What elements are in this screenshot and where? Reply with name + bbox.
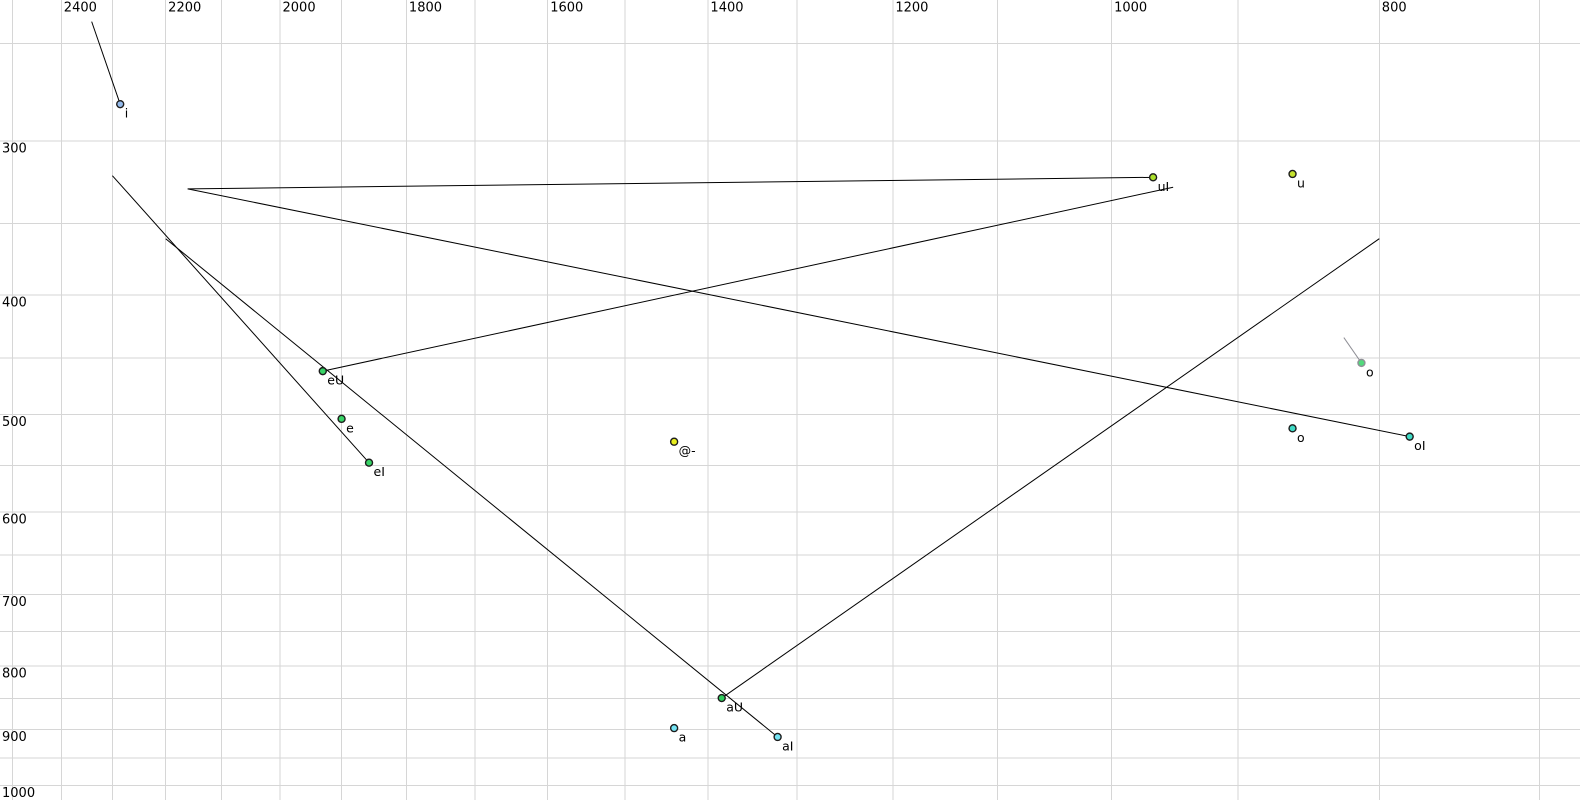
vowel-point-aU[interactable] xyxy=(717,693,726,703)
vowel-point-label-o: o xyxy=(1366,364,1374,379)
vowel-point-label-@-: @- xyxy=(679,443,696,458)
vowel-point-o[interactable] xyxy=(1357,358,1366,368)
y-axis-tick-label: 800 xyxy=(2,667,27,682)
x-axis-tick-label: 2400 xyxy=(64,1,97,16)
x-axis-tick-label: 800 xyxy=(1382,1,1407,16)
y-axis-tick-label: 700 xyxy=(2,595,27,610)
x-axis-tick-label: 1600 xyxy=(550,1,583,16)
y-axis-tick-labels: 300 400 500 600 700 800 900 1000 xyxy=(2,142,35,800)
vowel-point-label-i: i xyxy=(125,106,128,121)
y-axis-tick-label: 1000 xyxy=(2,786,35,800)
vowel-point-uI[interactable] xyxy=(1148,173,1158,182)
vowel-point-labels: i uI u eU e eI @- o o oI aU a aI xyxy=(125,106,1426,754)
vowel-point-label-e: e xyxy=(346,420,354,435)
trajectory-line-eU xyxy=(322,186,1174,372)
x-axis-tick-label: 2200 xyxy=(168,1,201,16)
x-axis-tick-label: 1000 xyxy=(1114,1,1147,16)
vowel-point-label-o: o xyxy=(1297,430,1305,445)
y-axis-tick-label: 400 xyxy=(2,296,27,311)
vowel-point-aI[interactable] xyxy=(773,732,782,742)
trajectory-line-eI xyxy=(111,175,370,464)
x-axis-tick-label: 1400 xyxy=(710,1,743,16)
x-axis-tick-label: 2000 xyxy=(283,1,316,16)
vowel-point-u[interactable] xyxy=(1288,169,1297,179)
trajectory-line-o xyxy=(1343,337,1362,364)
vowel-point-@-[interactable] xyxy=(669,437,679,446)
vowel-point-label-uI: uI xyxy=(1158,179,1170,194)
vowel-point-label-oI: oI xyxy=(1414,438,1425,453)
vowel-point-label-eI: eI xyxy=(374,464,385,479)
vowel-point-eU[interactable] xyxy=(318,366,327,376)
vowel-point-a[interactable] xyxy=(669,723,679,733)
y-axis-tick-label: 500 xyxy=(2,415,27,430)
vowel-point-label-a: a xyxy=(679,730,687,745)
y-axis-tick-label: 600 xyxy=(2,513,27,528)
vowel-point-oI[interactable] xyxy=(1405,432,1414,441)
trajectory-line-uI xyxy=(187,176,1154,190)
x-axis-tick-labels: 2400 2200 2000 1800 1600 1400 1200 1000 800 xyxy=(64,1,1407,16)
vowel-point-label-u: u xyxy=(1297,175,1305,190)
y-axis-tick-label: 300 xyxy=(2,142,27,157)
trajectory-line-oI xyxy=(187,188,1410,438)
y-axis-tick-label: 900 xyxy=(2,730,27,745)
vowel-point-label-eU: eU xyxy=(327,373,344,388)
vowel-point-e[interactable] xyxy=(337,414,346,424)
vowel-point-i[interactable] xyxy=(116,99,125,109)
trajectory-line-aI xyxy=(165,238,778,738)
x-axis-tick-label: 1200 xyxy=(895,1,928,16)
trajectory-lines xyxy=(91,21,1410,738)
vowel-point-o[interactable] xyxy=(1288,424,1297,433)
vowel-point-label-aI: aI xyxy=(782,738,793,753)
vowel-points xyxy=(116,99,1414,742)
x-axis-tick-label: 1800 xyxy=(409,1,442,16)
trajectory-line-i xyxy=(91,21,121,105)
vowel-point-label-aU: aU xyxy=(726,700,743,715)
trajectory-line-aU xyxy=(721,238,1380,699)
vowel-point-eI[interactable] xyxy=(364,458,374,467)
